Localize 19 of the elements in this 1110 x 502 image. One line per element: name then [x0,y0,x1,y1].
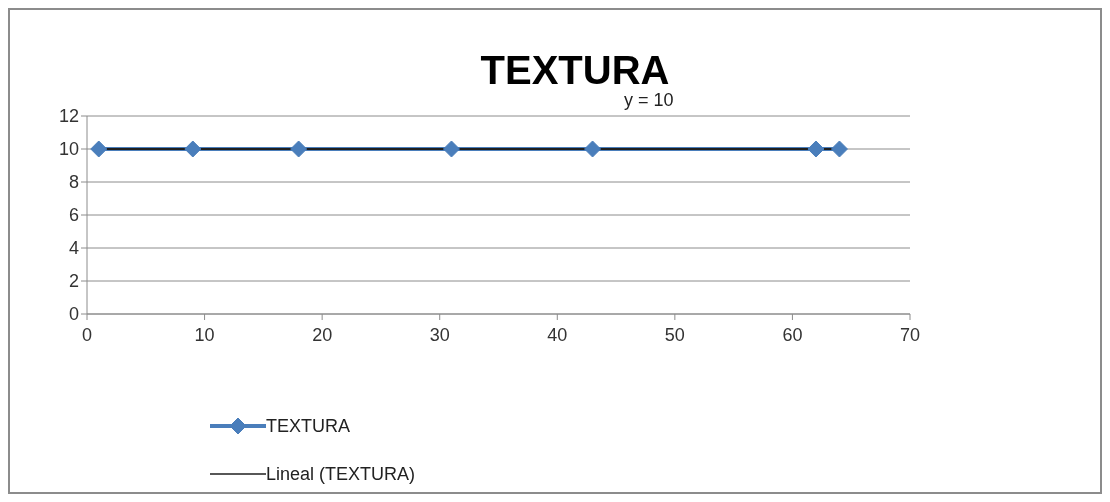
x-tick-label: 20 [312,324,333,345]
y-tick-label: 12 [58,106,79,127]
x-tick-label: 50 [664,324,685,345]
y-tick-label: 2 [68,271,79,292]
y-tick-label: 0 [68,304,79,325]
x-tick-label: 60 [782,324,803,345]
x-tick-label: 0 [81,324,93,345]
text: y = 10 [624,90,674,111]
y-tick-label: 6 [68,205,79,226]
x-tick-label: 10 [194,324,215,345]
legend-label: Lineal (TEXTURA) [266,463,416,485]
y-tick-label: 8 [68,172,79,193]
y-tick-label: 4 [68,238,79,259]
x-tick-label: 70 [899,324,921,345]
x-tick-label: 40 [547,324,568,345]
chart-title: TEXTURA [479,48,671,93]
x-tick-label: 30 [429,324,450,345]
y-tick-label: 10 [58,139,79,160]
legend-label: TEXTURA [266,415,351,437]
